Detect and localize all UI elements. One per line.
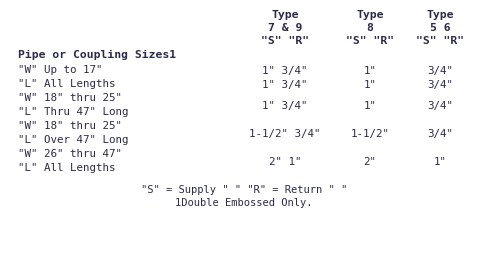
Text: 1" 3/4": 1" 3/4" xyxy=(262,101,308,111)
Text: 1": 1" xyxy=(364,80,377,90)
Text: 3/4": 3/4" xyxy=(427,80,453,90)
Text: 1-1/2": 1-1/2" xyxy=(350,129,389,139)
Text: "W" Up to 17": "W" Up to 17" xyxy=(18,65,102,75)
Text: Type: Type xyxy=(356,10,384,20)
Text: "W" 26" thru 47": "W" 26" thru 47" xyxy=(18,149,122,159)
Text: 3/4": 3/4" xyxy=(427,101,453,111)
Text: Type: Type xyxy=(426,10,454,20)
Text: 1": 1" xyxy=(364,101,377,111)
Text: 1Double Embossed Only.: 1Double Embossed Only. xyxy=(175,198,313,208)
Text: "L" Over 47" Long: "L" Over 47" Long xyxy=(18,135,128,145)
Text: 1" 3/4": 1" 3/4" xyxy=(262,66,308,76)
Text: 1": 1" xyxy=(433,157,447,167)
Text: "W" 18" thru 25": "W" 18" thru 25" xyxy=(18,93,122,103)
Text: 8: 8 xyxy=(366,23,373,33)
Text: 7 & 9: 7 & 9 xyxy=(268,23,302,33)
Text: "L" All Lengths: "L" All Lengths xyxy=(18,79,116,89)
Text: "S" "R": "S" "R" xyxy=(416,36,464,46)
Text: 5 6: 5 6 xyxy=(430,23,450,33)
Text: 2": 2" xyxy=(364,157,377,167)
Text: "S" "R": "S" "R" xyxy=(261,36,309,46)
Text: "S" = Supply " " "R" = Return " ": "S" = Supply " " "R" = Return " " xyxy=(141,185,347,195)
Text: 1-1/2" 3/4": 1-1/2" 3/4" xyxy=(249,129,321,139)
Text: "W" 18" thru 25": "W" 18" thru 25" xyxy=(18,121,122,131)
Text: 2" 1": 2" 1" xyxy=(269,157,301,167)
Text: 3/4": 3/4" xyxy=(427,129,453,139)
Text: 1": 1" xyxy=(364,66,377,76)
Text: 3/4": 3/4" xyxy=(427,66,453,76)
Text: "S" "R": "S" "R" xyxy=(346,36,394,46)
Text: "L" Thru 47" Long: "L" Thru 47" Long xyxy=(18,107,128,117)
Text: 1" 3/4": 1" 3/4" xyxy=(262,80,308,90)
Text: "L" All Lengths: "L" All Lengths xyxy=(18,163,116,173)
Text: Type: Type xyxy=(271,10,299,20)
Text: Pipe or Coupling Sizes1: Pipe or Coupling Sizes1 xyxy=(18,50,176,60)
